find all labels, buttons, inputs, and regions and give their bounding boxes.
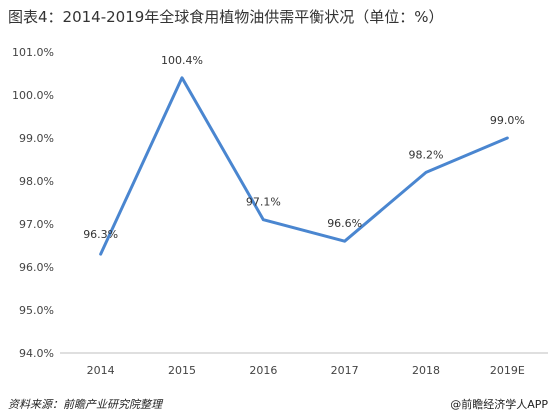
x-tick-label: 2014 xyxy=(87,364,115,377)
chart-title: 图表4：2014-2019年全球食用植物油供需平衡状况（单位：%） xyxy=(8,8,444,26)
data-label: 96.3% xyxy=(83,228,118,241)
y-tick-label: 95.0% xyxy=(19,304,54,317)
y-tick-label: 98.0% xyxy=(19,175,54,188)
y-tick-label: 97.0% xyxy=(19,218,54,231)
data-label: 99.0% xyxy=(490,114,525,127)
x-tick-label: 2019E xyxy=(490,364,525,377)
series-line xyxy=(99,76,509,256)
data-label: 98.2% xyxy=(409,148,444,161)
x-axis-ticks: 2014 2015 2016 2017 2018 2019E xyxy=(87,364,525,377)
y-tick-label: 94.0% xyxy=(19,347,54,360)
credit-note: @前瞻经济学人APP xyxy=(450,398,548,411)
x-tick-label: 2015 xyxy=(168,364,196,377)
y-tick-label: 101.0% xyxy=(12,46,54,59)
y-tick-label: 100.0% xyxy=(12,89,54,102)
x-tick-label: 2018 xyxy=(412,364,440,377)
data-label: 96.6% xyxy=(327,217,362,230)
x-tick-label: 2017 xyxy=(331,364,359,377)
y-tick-label: 99.0% xyxy=(19,132,54,145)
x-tick-label: 2016 xyxy=(249,364,277,377)
data-labels: 96.3% 100.4% 97.1% 96.6% 98.2% 99.0% xyxy=(83,54,525,241)
data-label: 100.4% xyxy=(161,54,203,67)
source-note: 资料来源：前瞻产业研究院整理 xyxy=(8,398,162,411)
data-label: 97.1% xyxy=(246,196,281,209)
y-tick-label: 96.0% xyxy=(19,261,54,274)
y-axis-ticks: 94.0% 95.0% 96.0% 97.0% 98.0% 99.0% 100.0% 101.… xyxy=(12,46,54,360)
